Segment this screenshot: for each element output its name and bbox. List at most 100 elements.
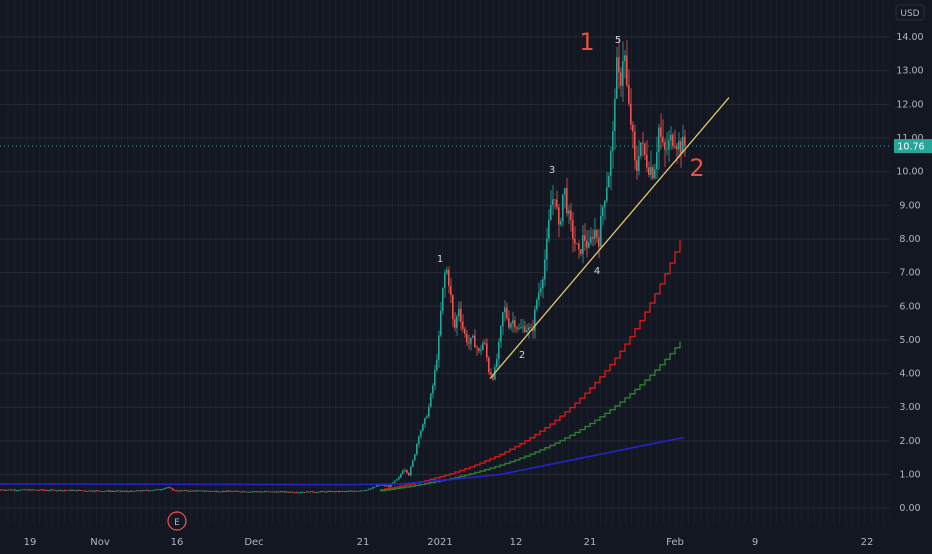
candle-body — [362, 490, 364, 492]
candle-body — [674, 146, 676, 147]
candle-body — [492, 374, 494, 380]
candle-body — [570, 210, 572, 220]
price-tick-label: 10.00 — [896, 167, 923, 178]
candle-body — [108, 490, 110, 492]
candle-body — [450, 285, 452, 296]
candle-body — [54, 489, 56, 491]
candle-body — [626, 55, 628, 86]
candle-body — [524, 326, 526, 333]
candle-body — [666, 149, 668, 151]
candle-body — [326, 491, 328, 493]
candle-body — [434, 370, 436, 386]
candle-body — [422, 424, 424, 431]
candlestick-series — [0, 37, 686, 494]
candle-body — [178, 490, 180, 492]
candle-body — [636, 160, 638, 171]
candle-body — [8, 489, 10, 491]
step-line-step_red — [380, 240, 681, 491]
candle-body — [640, 142, 642, 156]
candle-body — [472, 335, 474, 338]
candle-body — [594, 230, 596, 239]
price-tick-label: 8.00 — [899, 234, 920, 245]
candle-body — [76, 490, 78, 491]
price-tick-label: 4.00 — [899, 369, 920, 380]
candle-body — [348, 491, 350, 492]
candle-body — [480, 350, 482, 351]
candle-body — [630, 103, 632, 125]
price-axis[interactable]: USD 0.00 1.00 2.00 3.00 4.00 5.00 6.00 7.00 8.00 9… — [890, 0, 932, 550]
trendline[interactable] — [489, 97, 730, 380]
candle-body — [106, 490, 108, 492]
candle-body — [608, 175, 610, 188]
candle-body — [668, 140, 670, 150]
candle-body — [0, 489, 2, 491]
price-tick-label: 6.00 — [899, 301, 920, 312]
candle-body — [568, 210, 570, 214]
currency-box[interactable] — [895, 4, 925, 21]
candle-body — [328, 491, 330, 492]
candle-body — [512, 320, 514, 324]
candle-body — [70, 489, 72, 491]
candle-body — [342, 491, 344, 492]
price-tick-label: 1.00 — [899, 470, 920, 481]
candle-body — [466, 333, 468, 343]
big-wave-label-1: 1 — [579, 28, 594, 56]
candle-body — [168, 487, 170, 489]
last-price-tag — [894, 139, 932, 154]
last-price-tag-label: 10.76 — [897, 142, 924, 153]
candle-body — [516, 327, 518, 329]
candle-body — [318, 491, 320, 493]
candle-body — [124, 491, 126, 492]
candle-body — [426, 416, 428, 419]
candle-body — [552, 199, 554, 206]
candle-body — [488, 357, 490, 373]
time-tick-label: 21 — [357, 537, 370, 548]
candle-body — [220, 491, 222, 493]
candle-body — [458, 308, 460, 317]
candle-body — [308, 491, 310, 493]
price-tick-label: 0.00 — [899, 503, 920, 514]
candle-body — [186, 490, 188, 492]
price-tick-label: 12.00 — [896, 99, 923, 110]
wave-label-2: 2 — [519, 350, 525, 361]
candle-body — [578, 243, 580, 250]
candle-body — [300, 492, 302, 494]
candle-body — [486, 343, 488, 358]
candle-body — [154, 489, 156, 491]
earnings-marker-icon[interactable] — [167, 511, 187, 531]
candle-body — [110, 491, 112, 492]
big-wave-label-2: 2 — [689, 154, 704, 182]
candle-body — [556, 199, 558, 208]
candle-body — [242, 491, 244, 493]
candle-body — [548, 220, 550, 239]
candle-body — [670, 134, 672, 141]
candle-body — [656, 152, 658, 170]
price-tick-label: 13.00 — [896, 66, 923, 77]
time-tick-label: 22 — [861, 537, 874, 548]
candle-body — [264, 491, 266, 493]
candle-body — [206, 490, 208, 492]
candle-body — [194, 490, 196, 492]
candle-body — [218, 491, 220, 493]
time-axis[interactable]: 19 Nov 16 Dec 21 2021 12 21 Feb 9 22 — [0, 533, 932, 550]
candle-body — [18, 490, 20, 491]
candle-body — [296, 492, 298, 494]
price-tick-label: 3.00 — [899, 402, 920, 413]
candle-body — [532, 328, 534, 331]
candle-body — [672, 134, 674, 147]
candle-body — [330, 491, 332, 492]
price-tick-label: 9.00 — [899, 200, 920, 211]
candle-body — [66, 490, 68, 492]
candle-body — [80, 490, 82, 491]
candle-body — [482, 342, 484, 351]
candle-body — [34, 489, 36, 491]
blue-moving-average-line — [0, 436, 685, 486]
time-axis-background — [0, 533, 932, 550]
candle-body — [140, 490, 142, 492]
candle-body — [92, 491, 94, 492]
candle-body — [190, 490, 192, 492]
candle-body — [84, 490, 86, 492]
time-tick-label: 16 — [171, 537, 184, 548]
